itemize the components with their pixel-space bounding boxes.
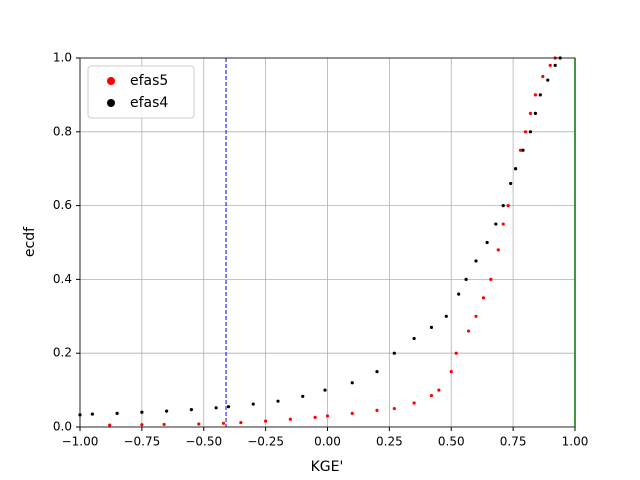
y-axis-label: ecdf: [22, 226, 38, 257]
point: [541, 74, 545, 79]
point: [501, 204, 505, 208]
point: [538, 93, 542, 97]
point: [496, 248, 500, 252]
point: [489, 277, 493, 281]
point: [481, 296, 486, 300]
point: [474, 314, 478, 318]
x-tick-label: −0.25: [247, 435, 284, 449]
point: [251, 402, 255, 406]
point: [392, 351, 396, 355]
legend-marker: [107, 99, 115, 107]
point: [375, 370, 379, 374]
legend-marker: [107, 77, 115, 85]
point: [464, 277, 468, 281]
x-tick-label: 0.25: [376, 435, 403, 449]
point: [548, 63, 552, 67]
point: [90, 412, 94, 416]
y-tick-label: 0.0: [53, 420, 72, 434]
point: [392, 406, 396, 411]
point: [108, 423, 112, 427]
point: [412, 336, 416, 341]
point: [509, 181, 513, 186]
x-tick-label: 1.00: [562, 435, 589, 449]
point: [301, 394, 305, 398]
legend: efas5 efas4: [87, 65, 195, 119]
point: [449, 370, 453, 374]
x-tick-label: 0.50: [438, 435, 465, 449]
point: [276, 399, 280, 403]
plot-frame: [79, 57, 576, 428]
point: [162, 422, 166, 427]
point: [437, 388, 441, 392]
point: [350, 411, 354, 415]
point: [457, 292, 461, 296]
point: [521, 148, 525, 152]
legend-label: efas5: [130, 73, 168, 89]
point: [165, 409, 169, 413]
point: [528, 130, 533, 134]
x-axis-label: KGE': [311, 459, 344, 475]
point: [501, 222, 505, 226]
point: [239, 420, 243, 425]
point: [429, 325, 434, 329]
x-tick-label: 0.00: [314, 435, 341, 449]
point: [323, 388, 327, 392]
point: [313, 415, 317, 420]
x-tick-label: −0.75: [123, 435, 160, 449]
point: [221, 421, 226, 425]
point: [189, 408, 193, 412]
point: [533, 111, 538, 115]
point: [214, 406, 218, 410]
point: [523, 130, 528, 134]
point: [454, 351, 458, 355]
point: [429, 394, 434, 398]
point: [533, 93, 538, 97]
y-tick-label: 0.8: [53, 124, 72, 138]
point: [115, 411, 119, 415]
point: [494, 222, 498, 226]
point: [375, 408, 379, 412]
x-tick-label: −1.00: [62, 435, 99, 449]
point: [506, 204, 510, 208]
legend-box: [87, 65, 195, 119]
y-tick-label: 0.6: [53, 198, 72, 212]
point: [140, 410, 144, 414]
point: [350, 381, 354, 385]
point: [444, 314, 448, 318]
point: [474, 259, 478, 263]
point: [514, 167, 518, 171]
point: [518, 148, 523, 152]
point: [466, 329, 471, 333]
point: [288, 417, 292, 421]
point: [553, 63, 557, 67]
point: [412, 401, 416, 405]
point: [485, 240, 489, 245]
point: [140, 423, 144, 427]
point: [197, 422, 201, 426]
point: [528, 111, 533, 115]
y-tick-label: 0.2: [53, 346, 72, 360]
point: [226, 405, 231, 409]
point: [546, 78, 550, 82]
y-tick-label: 0.4: [53, 272, 72, 286]
x-tick-label: −0.50: [185, 435, 222, 449]
point: [264, 419, 268, 423]
point: [325, 414, 330, 418]
legend-label: efas4: [130, 95, 168, 111]
x-tick-label: 0.75: [500, 435, 527, 449]
y-tick-label: 1.0: [53, 51, 72, 65]
